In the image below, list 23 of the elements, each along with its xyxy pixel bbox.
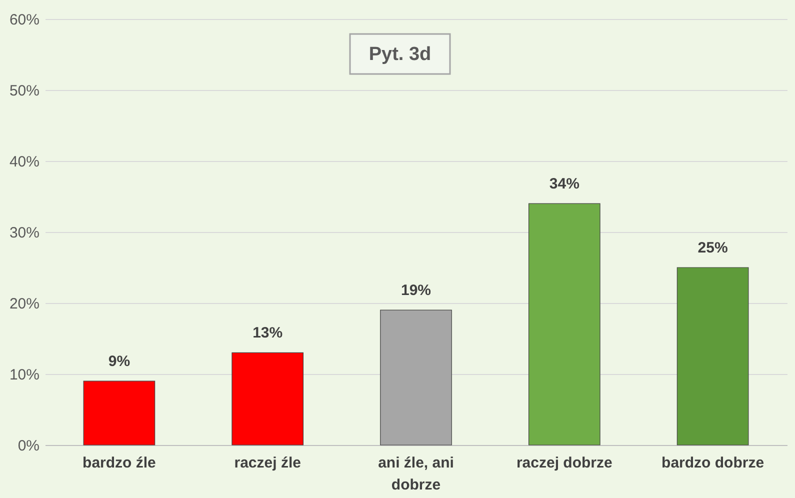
y-tick-label: 50% <box>9 82 40 100</box>
bar <box>676 267 749 446</box>
bar <box>380 310 452 446</box>
data-label: 9% <box>108 353 130 370</box>
y-tick-label: 0% <box>18 438 40 454</box>
x-tick-label: raczej źle <box>234 454 301 472</box>
x-tick-label: ani źle, ani dobrze <box>378 454 454 494</box>
data-label: 34% <box>549 176 580 193</box>
bar <box>232 352 304 446</box>
x-tick-label: bardzo źle <box>82 454 156 472</box>
y-tick-label: 30% <box>9 224 40 242</box>
bar <box>528 203 600 446</box>
bar <box>83 380 156 446</box>
text: Pyt. 3d <box>368 44 432 65</box>
data-label: 25% <box>698 240 728 256</box>
x-tick-label: raczej dobrze <box>516 454 612 472</box>
data-label: 13% <box>252 324 283 342</box>
y-tick-label: 60% <box>9 12 40 28</box>
y-tick-label: 10% <box>9 366 40 384</box>
y-tick-label: 20% <box>9 296 40 312</box>
data-label: 19% <box>400 282 432 300</box>
x-tick-label: bardzo dobrze <box>662 454 764 472</box>
y-tick-label: 40% <box>9 154 40 170</box>
